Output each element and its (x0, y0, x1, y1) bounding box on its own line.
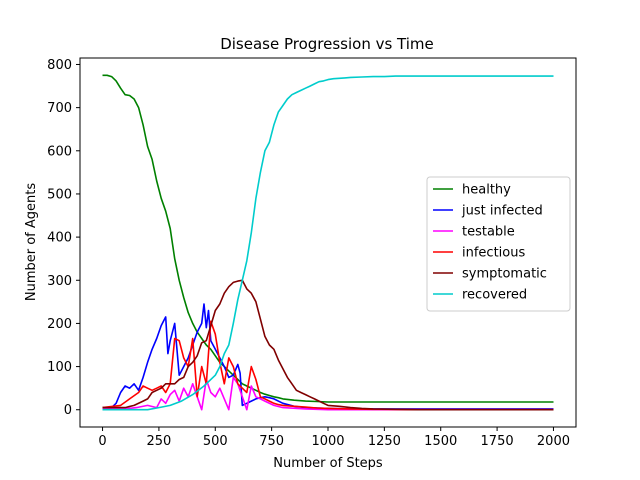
x-tick-label: 1250 (368, 434, 401, 449)
x-tick-label: 0 (98, 434, 106, 449)
x-tick-label: 1750 (481, 434, 514, 449)
series-line-infectious (102, 320, 554, 411)
series-line-symptomatic (102, 279, 554, 411)
y-tick-label: 500 (47, 187, 72, 202)
y-tick-label: 300 (47, 274, 72, 289)
x-tick-label: 500 (203, 434, 228, 449)
y-axis-title: Number of Agents (24, 183, 39, 301)
x-tick-label: 2000 (537, 434, 570, 449)
y-tick-label: 800 (47, 58, 72, 73)
chart-title: Disease Progression vs Time (220, 35, 434, 53)
legend-label-infectious: infectious (462, 246, 525, 261)
series-line-testable (102, 376, 554, 411)
y-tick-label: 400 (47, 231, 72, 246)
x-tick-label: 750 (259, 434, 284, 449)
x-axis-title: Number of Steps (273, 456, 383, 471)
y-axis: 0 100 200 300 400 500 600 700 800 (47, 58, 80, 418)
y-tick-label: 200 (47, 317, 72, 332)
x-tick-label: 250 (146, 434, 171, 449)
series-line-healthy (102, 74, 554, 403)
series-line-just-infected (102, 303, 554, 410)
legend-box (426, 176, 571, 312)
legend-label-recovered: recovered (462, 288, 527, 303)
x-axis: 0 250 500 750 1000 1250 1500 1750 2000 (98, 427, 570, 449)
legend-label-healthy: healthy (462, 183, 511, 198)
y-tick-label: 600 (47, 144, 72, 159)
x-tick-label: 1500 (424, 434, 457, 449)
series-layer (102, 74, 554, 411)
legend-label-symptomatic: symptomatic (462, 267, 547, 282)
legend-label-just-infected: just infected (461, 204, 543, 219)
legend: healthy just infected testable infectious sy… (426, 176, 571, 312)
x-tick-label: 1000 (311, 434, 344, 449)
y-tick-label: 0 (64, 403, 72, 418)
series-line-recovered (102, 75, 554, 411)
legend-label-testable: testable (462, 225, 515, 240)
y-tick-label: 700 (47, 101, 72, 116)
y-tick-label: 100 (47, 360, 72, 375)
